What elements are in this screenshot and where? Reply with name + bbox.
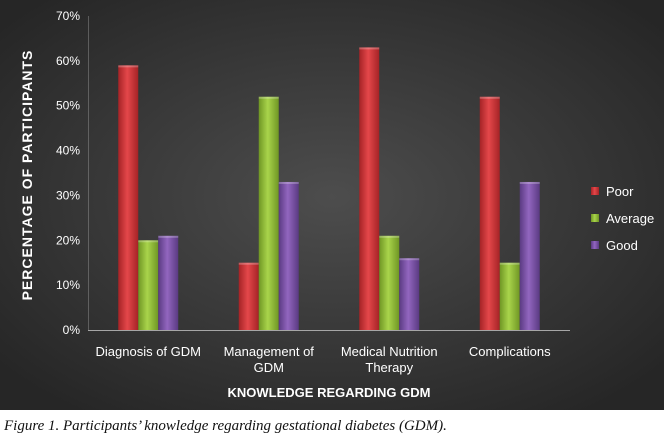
- y-tick-label: 10%: [56, 278, 80, 292]
- bar-top-highlight: [258, 96, 279, 99]
- bar-top-highlight: [238, 262, 259, 265]
- x-tick-labels: Diagnosis of GDM Management of GDM Medical …: [96, 344, 552, 375]
- bar-top-highlight: [479, 96, 500, 99]
- bar-top-highlight: [399, 258, 420, 261]
- bar-average: [138, 240, 159, 330]
- bar-poor: [238, 262, 259, 330]
- figure-caption: Figure 1. Participants’ knowledge regard…: [4, 418, 447, 434]
- bar-top-highlight: [138, 240, 159, 243]
- bar-average: [379, 235, 400, 330]
- x-tick-label: Diagnosis of GDM: [96, 344, 201, 359]
- legend-label-good: Good: [606, 238, 638, 253]
- bar-poor: [118, 65, 139, 330]
- bar-good: [158, 235, 179, 330]
- bar-top-highlight: [158, 235, 179, 238]
- bar-average: [499, 262, 520, 330]
- axis-lines: [88, 16, 570, 331]
- y-tick-label: 20%: [56, 233, 80, 247]
- legend-swatch-poor: [591, 187, 599, 195]
- bar-top-highlight: [118, 65, 139, 68]
- bar-top-highlight: [499, 262, 520, 265]
- y-tick-label: 50%: [56, 99, 80, 113]
- y-tick-label: 60%: [56, 54, 80, 68]
- x-tick-label: Complications: [469, 344, 551, 359]
- x-tick-label: Management of GDM: [224, 344, 315, 375]
- y-tick-label: 0%: [63, 323, 81, 337]
- y-tick-label: 70%: [56, 9, 80, 23]
- legend: Poor Average Good: [591, 184, 654, 253]
- y-tick-label: 40%: [56, 144, 80, 158]
- bar-top-highlight: [359, 47, 380, 50]
- bar-good: [278, 181, 299, 330]
- y-tick-label: 30%: [56, 188, 80, 202]
- bar-good: [399, 258, 420, 330]
- chart-background: [0, 0, 664, 410]
- bar-top-highlight: [379, 235, 400, 238]
- legend-swatch-good: [591, 241, 599, 249]
- x-tick-label: Medical Nutrition Therapy: [341, 344, 438, 375]
- bar-poor: [359, 47, 380, 331]
- bar-top-highlight: [278, 181, 299, 184]
- legend-label-average: Average: [606, 211, 654, 226]
- chart-panel: PERCENTAGE OF PARTICIPANTS 0% 10% 20% 30% 40…: [0, 0, 664, 410]
- y-axis-title: PERCENTAGE OF PARTICIPANTS: [19, 50, 35, 301]
- bar-good: [519, 181, 540, 330]
- bar-poor: [479, 96, 500, 330]
- x-axis-title-group: KNOWLEDGE REGARDING GDM: [228, 385, 431, 400]
- bar-average: [258, 96, 279, 330]
- y-tick-labels: 0% 10% 20% 30% 40% 50% 60% 70%: [56, 9, 80, 337]
- legend-swatch-average: [591, 214, 599, 222]
- x-axis-title: KNOWLEDGE REGARDING GDM: [228, 385, 431, 400]
- bar-top-highlight: [519, 181, 540, 184]
- bars: [118, 47, 540, 331]
- y-axis-title-group: PERCENTAGE OF PARTICIPANTS: [19, 50, 35, 301]
- legend-label-poor: Poor: [606, 184, 634, 199]
